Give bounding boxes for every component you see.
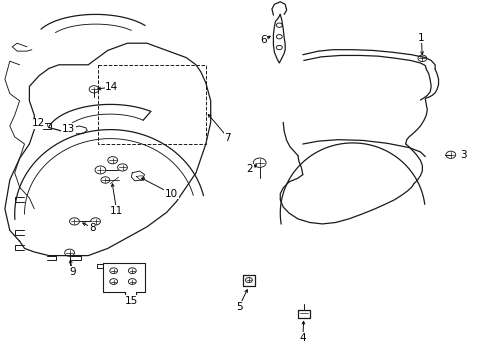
Text: 15: 15 xyxy=(124,296,138,306)
Text: 5: 5 xyxy=(236,302,243,312)
Text: 2: 2 xyxy=(246,164,253,174)
Text: 13: 13 xyxy=(62,124,75,134)
Text: 14: 14 xyxy=(105,82,119,92)
Text: 4: 4 xyxy=(299,333,306,343)
Text: 8: 8 xyxy=(89,222,96,233)
Text: 7: 7 xyxy=(224,132,231,143)
Text: 1: 1 xyxy=(418,33,425,43)
Text: 6: 6 xyxy=(260,35,267,45)
Text: 12: 12 xyxy=(31,118,45,128)
Text: 9: 9 xyxy=(69,267,76,277)
Text: 11: 11 xyxy=(110,206,123,216)
Text: 10: 10 xyxy=(165,189,178,199)
Text: 3: 3 xyxy=(460,150,466,160)
